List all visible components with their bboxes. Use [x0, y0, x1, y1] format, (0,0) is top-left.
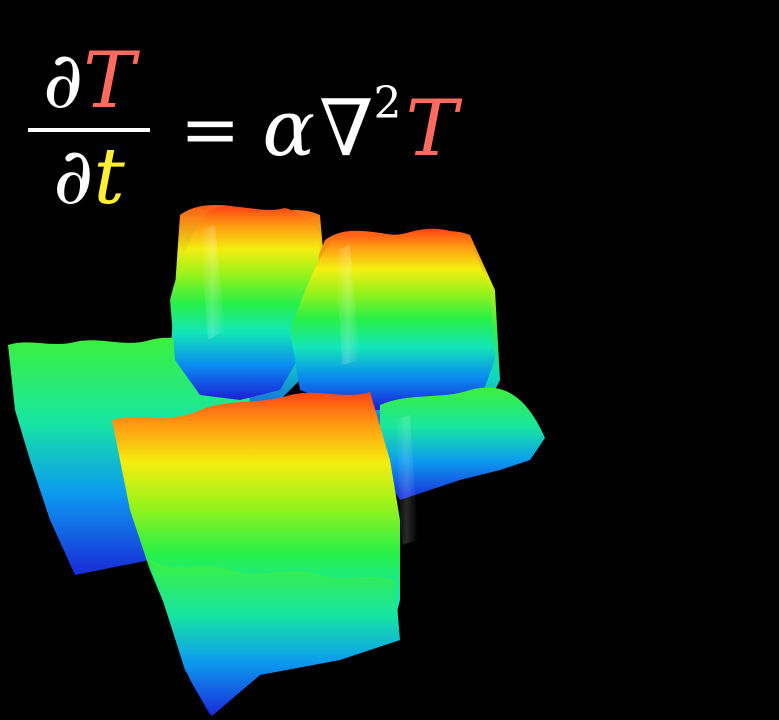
surface-right-shoulder	[380, 387, 545, 500]
heat-equation: ∂T ∂t = α ∇ 2 T	[28, 40, 458, 218]
surface-highlight	[335, 245, 360, 365]
partial-symbol: ∂	[53, 132, 94, 222]
equation-lhs-fraction: ∂T ∂t	[28, 40, 150, 218]
equation-rhs: α ∇ 2 T	[262, 78, 458, 174]
temperature-variable-rhs: T	[405, 84, 458, 174]
nabla-symbol: ∇	[319, 84, 374, 174]
equals-sign: =	[180, 87, 241, 171]
equation-denominator: ∂t	[53, 136, 125, 218]
fraction-bar	[28, 128, 150, 132]
partial-symbol: ∂	[42, 36, 84, 126]
laplacian-exponent: 2	[373, 78, 402, 129]
surface-front-lower-band	[150, 560, 400, 716]
surface-highlight	[395, 415, 418, 545]
time-variable: t	[93, 132, 125, 222]
temperature-variable: T	[83, 36, 136, 126]
surface-highlight	[200, 225, 225, 340]
equation-numerator: ∂T	[43, 40, 135, 122]
alpha-symbol: α	[262, 84, 316, 174]
